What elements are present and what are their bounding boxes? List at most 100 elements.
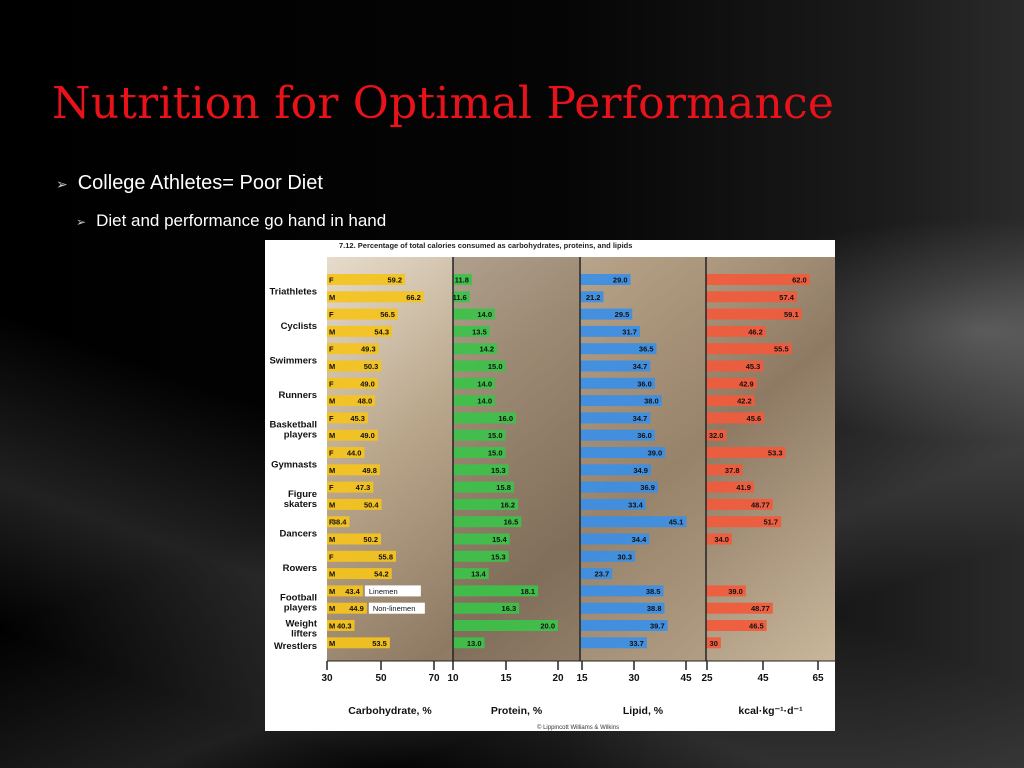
tick-label-kcal: 65 (812, 673, 824, 684)
bar-protein (453, 516, 522, 528)
bar-value-label: 14.0 (477, 379, 492, 388)
tick-label-kcal: 25 (701, 673, 713, 684)
bar-value-label: 40.3 (337, 622, 352, 631)
bar-value-label: 11.6 (453, 293, 467, 302)
bar-value-label: 47.3 (356, 483, 371, 492)
bar-value-label: 55.5 (774, 345, 789, 354)
sex-label: M (329, 466, 335, 475)
bar-lipid (580, 412, 651, 424)
bar-protein (453, 637, 485, 649)
bar-protein (453, 620, 558, 631)
bar-value-label: 32.0 (709, 431, 724, 440)
bar-value-label: 14.2 (479, 345, 494, 354)
bar-value-label: 42.9 (739, 379, 754, 388)
tick-label-carb: 30 (321, 673, 333, 684)
bar-value-label: 49.0 (360, 431, 375, 440)
note-label: Linemen (369, 587, 398, 596)
bar-carb (327, 516, 350, 528)
bar-value-label: 34.7 (633, 362, 648, 371)
axis-label-lipid: Lipid, % (623, 705, 664, 717)
bar-kcal (706, 343, 792, 355)
sex-label: F (329, 483, 334, 492)
bar-value-label: 41.9 (736, 483, 751, 492)
bar-carb (327, 585, 363, 597)
bar-kcal (706, 360, 764, 372)
bar-value-label: 36.0 (637, 379, 652, 388)
bar-lipid (580, 620, 668, 631)
tick-label-kcal: 45 (757, 673, 769, 684)
sex-label: M (329, 293, 335, 302)
bar-protein (453, 377, 495, 389)
axis-label-kcal: kcal·kg⁻¹·d⁻¹ (738, 705, 803, 717)
bullet-diet-performance: ➢ Diet and performance go hand in hand (76, 211, 386, 231)
tick-label-protein: 10 (447, 673, 459, 684)
bar-value-label: 16.0 (498, 414, 513, 423)
bar-value-label: 31.7 (622, 327, 637, 336)
bar-carb (327, 360, 382, 372)
bar-value-label: 38.5 (646, 587, 661, 596)
group-label: Basketball (269, 420, 317, 431)
bar-value-label: 15.0 (488, 431, 503, 440)
bar-protein (453, 464, 509, 476)
sex-label: M (329, 570, 335, 579)
bar-value-label: 54.3 (374, 327, 389, 336)
tick-label-lipid: 45 (680, 673, 692, 684)
bar-value-label: 50.2 (363, 535, 378, 544)
bar-carb (327, 533, 382, 545)
sex-label: F (329, 414, 334, 423)
bar-value-label: 53.3 (768, 449, 783, 458)
bar-lipid (580, 637, 647, 649)
bar-value-label: 14.0 (477, 397, 492, 406)
bar-carb (327, 637, 390, 649)
bar-lipid (580, 291, 604, 303)
bar-carb (327, 343, 379, 355)
bar-carb (327, 550, 397, 562)
bar-value-label: 13.5 (472, 327, 487, 336)
bar-value-label: 39.7 (650, 622, 665, 631)
bar-lipid (580, 308, 633, 320)
note-box (364, 585, 421, 597)
sex-label: M (329, 500, 335, 509)
bar-value-label: 45.3 (746, 362, 761, 371)
bar-protein (453, 291, 470, 303)
sex-label: F (329, 276, 334, 285)
bar-lipid (580, 516, 687, 528)
note-label: Non-linemen (373, 604, 416, 613)
bar-carb (327, 464, 380, 476)
axis-label-protein: Protein, % (491, 705, 543, 717)
bar-value-label: 45.1 (669, 518, 684, 527)
chart-title: 7.12. Percentage of total calories consu… (339, 241, 632, 250)
bar-kcal (706, 429, 727, 441)
bar-lipid (580, 464, 651, 476)
sex-label: M (329, 587, 335, 596)
nutrition-chart-figure: 7.12. Percentage of total calories consu… (265, 240, 835, 731)
bar-value-label: 34.0 (714, 535, 729, 544)
bar-value-label: 18.1 (520, 587, 535, 596)
bar-value-label: 38.8 (647, 604, 662, 613)
bar-value-label: 15.4 (492, 535, 507, 544)
bar-value-label: 36.0 (637, 431, 652, 440)
bar-value-label: 42.2 (737, 397, 752, 406)
bar-carb (327, 429, 378, 441)
bar-value-label: 49.3 (361, 345, 376, 354)
bar-carb (327, 447, 365, 458)
bar-protein (453, 325, 490, 337)
bar-value-label: 34.7 (633, 414, 648, 423)
bar-lipid (580, 533, 650, 545)
bar-kcal (706, 274, 810, 285)
bar-value-label: 46.5 (749, 622, 764, 631)
bar-kcal (706, 516, 782, 528)
bar-value-label: 14.0 (477, 310, 492, 319)
bullet2-text: Diet and performance go hand in hand (96, 211, 387, 230)
bar-lipid (580, 395, 662, 407)
bar-value-label: 45.6 (747, 414, 762, 423)
axis-label-carb: Carbohydrate, % (348, 705, 432, 717)
bar-value-label: 15.0 (488, 449, 503, 458)
bar-protein (453, 360, 506, 372)
bar-value-label: 59.2 (388, 276, 403, 285)
bar-kcal (706, 533, 732, 545)
group-label: Swimmers (269, 356, 317, 367)
bar-value-label: 49.8 (362, 466, 377, 475)
tick-label-lipid: 30 (628, 673, 640, 684)
bar-protein (453, 550, 509, 562)
